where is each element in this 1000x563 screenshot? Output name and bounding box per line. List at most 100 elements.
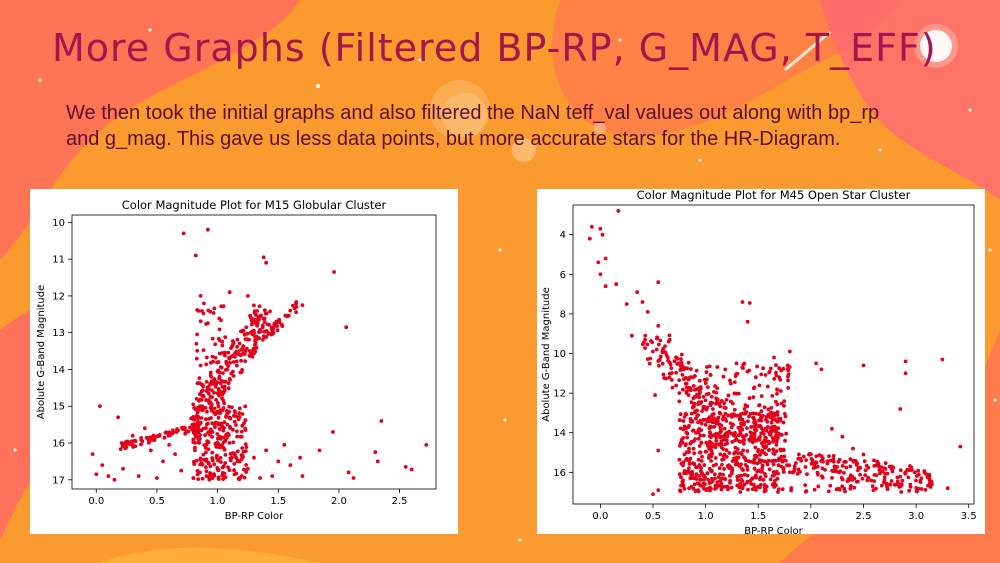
scatter-point [656, 280, 661, 285]
scatter-point [823, 468, 827, 472]
scatter-point [779, 401, 784, 406]
scatter-point [866, 475, 871, 480]
scatter-point [132, 438, 137, 443]
scatter-point [242, 421, 247, 425]
scatter-point [842, 471, 846, 475]
scatter-point [212, 377, 217, 381]
scatter-point [848, 486, 853, 491]
y-tick-label: 16 [553, 468, 566, 479]
scatter-point [856, 468, 860, 473]
scatter-point [863, 473, 868, 477]
scatter-point [804, 489, 809, 493]
scatter-point [261, 337, 265, 342]
scatter-point [705, 377, 709, 382]
scatter-point [710, 469, 714, 473]
scatter-point [781, 470, 786, 474]
scatter-point [243, 404, 248, 409]
scatter-point [715, 365, 720, 369]
scatter-point [735, 474, 740, 479]
scatter-point [678, 444, 682, 448]
scatter-point [262, 320, 267, 324]
scatter-point [193, 445, 197, 450]
scatter-point [332, 270, 336, 274]
scatter-point [288, 308, 293, 313]
scatter-point [760, 448, 764, 453]
scatter-point [240, 412, 245, 416]
scatter-point [196, 309, 201, 313]
chart-m15-panel: Color Magnitude Plot for M15 Globular Cl… [30, 189, 458, 534]
scatter-point [762, 405, 767, 410]
scatter-point [753, 375, 758, 380]
scatter-point [718, 472, 722, 476]
scatter-point [669, 366, 674, 370]
scatter-point [690, 476, 695, 480]
x-tick-label: 1.5 [270, 496, 286, 507]
scatter-point [198, 363, 203, 368]
scatter-point [215, 410, 220, 415]
scatter-point [208, 373, 213, 378]
scatter-point [919, 476, 924, 481]
scatter-point [219, 460, 223, 464]
scatter-point [197, 392, 202, 396]
scatter-point [745, 404, 750, 409]
scatter-point [685, 435, 689, 440]
scatter-point [90, 452, 95, 456]
scatter-point [712, 472, 717, 477]
scatter-point [235, 449, 240, 454]
scatter-point [670, 378, 674, 382]
scatter-point [679, 360, 684, 365]
scatter-point [714, 435, 719, 440]
scatter-point [753, 421, 758, 426]
scatter-point [883, 471, 887, 476]
scatter-point [149, 448, 153, 453]
scatter-point [771, 447, 776, 452]
scatter-point [212, 306, 217, 311]
scatter-point [737, 439, 742, 444]
scatter-point [195, 332, 200, 337]
scatter-point [754, 488, 758, 492]
scatter-point [672, 359, 677, 364]
y-axis-label: Abolute G-Band Magnitude [541, 287, 552, 422]
scatter-point [214, 398, 219, 402]
scatter-point [748, 459, 753, 464]
scatter-point [872, 464, 877, 468]
scatter-point [721, 447, 726, 451]
scatter-point [234, 363, 239, 368]
scatter-point [687, 459, 692, 463]
scatter-point [232, 472, 237, 477]
scatter-point [600, 232, 605, 237]
scatter-point [869, 478, 873, 483]
scatter-point [735, 478, 740, 482]
scatter-point [740, 300, 745, 304]
scatter-point [747, 414, 751, 419]
scatter-point [598, 226, 603, 231]
scatter-point [761, 478, 766, 482]
scatter-point [697, 474, 702, 478]
scatter-point [756, 484, 760, 489]
scatter-point [797, 468, 801, 473]
scatter-point [208, 370, 213, 375]
scatter-point [257, 317, 261, 322]
scatter-point [232, 461, 237, 466]
scatter-point [696, 436, 701, 441]
scatter-point [725, 441, 729, 446]
scatter-point [761, 444, 766, 449]
scatter-point [742, 441, 746, 446]
scatter-point [739, 473, 744, 478]
scatter-point [706, 456, 711, 460]
scatter-point [679, 483, 683, 488]
scatter-point [751, 415, 755, 420]
scatter-point [815, 470, 820, 475]
scatter-point [701, 433, 706, 438]
x-tick-label: 1.0 [210, 496, 226, 507]
scatter-point [719, 399, 724, 403]
scatter-point [698, 450, 703, 455]
scatter-point [685, 366, 690, 371]
scatter-point [243, 359, 248, 363]
scatter-point [680, 373, 685, 377]
scatter-point [858, 472, 862, 477]
scatter-point [212, 422, 217, 427]
scatter-point [887, 464, 892, 469]
scatter-point [713, 476, 717, 481]
scatter-point [231, 360, 236, 364]
